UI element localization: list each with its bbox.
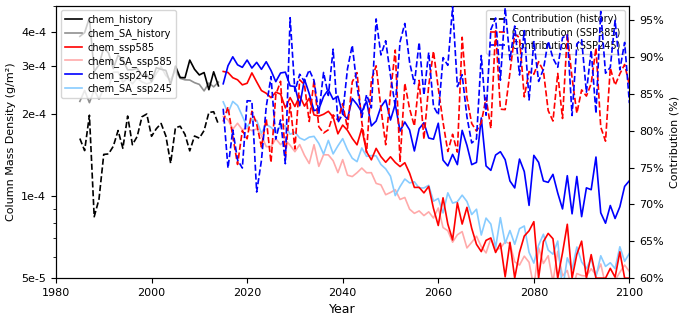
Legend: Contribution (history), Contribution (SSP585), Contribution (SSP245): Contribution (history), Contribution (SS… [486, 10, 625, 54]
Y-axis label: Column Mass Density (g/m²): Column Mass Density (g/m²) [5, 62, 16, 221]
X-axis label: Year: Year [329, 303, 356, 317]
Y-axis label: Contribution (%): Contribution (%) [669, 96, 680, 188]
